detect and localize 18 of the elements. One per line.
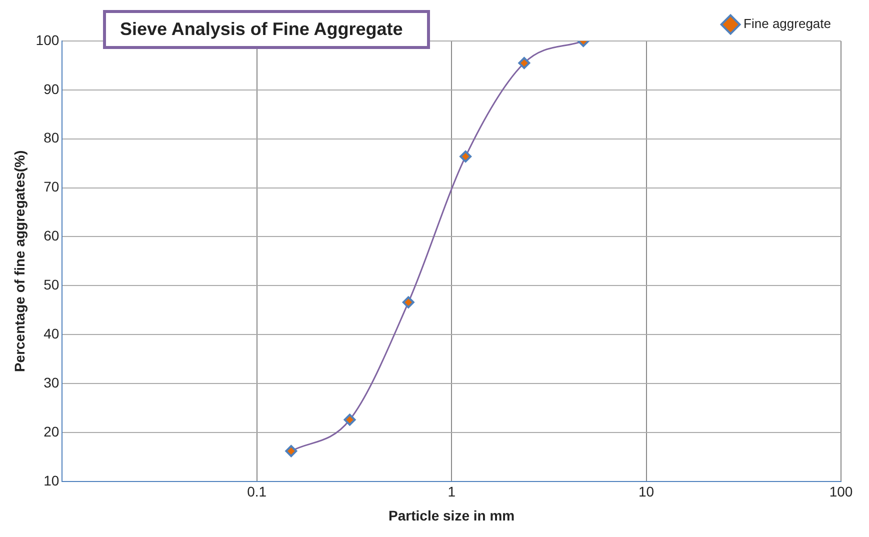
- y-tick-label: 50: [44, 276, 60, 293]
- legend-label: Fine aggregate: [744, 16, 831, 32]
- y-tick-label: 100: [36, 32, 60, 48]
- y-tick-label: 30: [44, 374, 60, 390]
- y-tick-label: 20: [44, 423, 60, 440]
- chart-title: Sieve Analysis of Fine Aggregate: [103, 10, 430, 49]
- y-axis-title: Percentage of fine aggregates(%): [11, 150, 28, 372]
- y-tick-label: 40: [44, 325, 60, 342]
- x-tick-label: 100: [829, 484, 853, 500]
- x-tick-label: 1: [448, 484, 456, 500]
- y-tick-label: 70: [44, 178, 60, 195]
- y-tick-label: 90: [44, 80, 60, 97]
- x-tick-label: 10: [638, 484, 654, 500]
- y-tick-label: 80: [44, 130, 60, 146]
- x-axis-title: Particle size in mm: [388, 507, 515, 524]
- y-tick-label: 60: [44, 228, 60, 244]
- x-tick-label: 0.1: [247, 484, 267, 500]
- y-tick-label: 10: [44, 472, 60, 488]
